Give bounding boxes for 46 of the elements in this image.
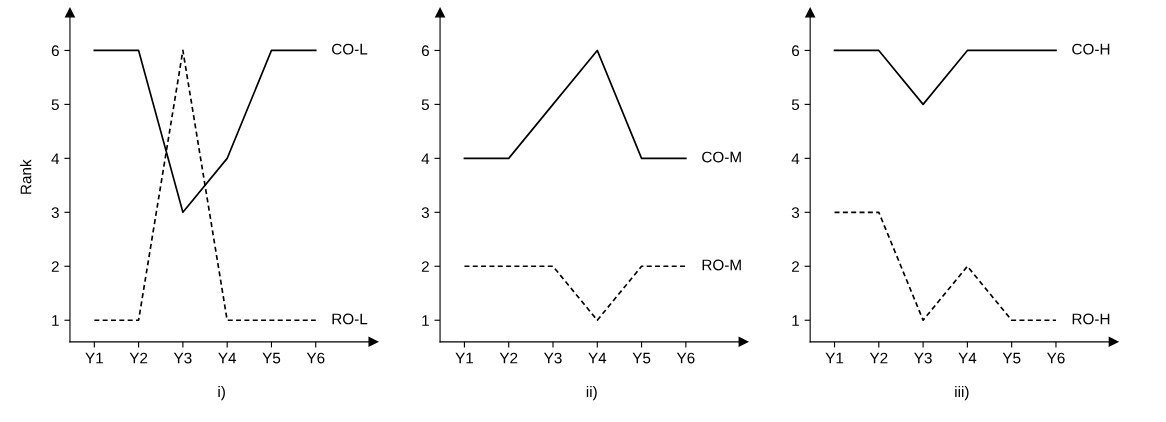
y-tick-label: 1 [422, 315, 429, 326]
y-tick-label: 2 [421, 261, 429, 272]
x-tick-label: Y4 [958, 352, 977, 364]
y-tick-label: 5 [421, 99, 430, 111]
y-tick-label: 2 [792, 261, 799, 272]
y-tick-label: 3 [51, 207, 59, 218]
y-tick-label: 6 [792, 45, 800, 57]
x-tick-label: Y5 [262, 352, 281, 364]
y-tick-label: 1 [52, 315, 59, 326]
x-tick-label: Y3 [914, 352, 932, 364]
y-axis-title: Rank [20, 159, 32, 194]
x-tick-label: Y1 [455, 352, 474, 364]
y-tick-label: 3 [791, 207, 800, 218]
y-tick-label: 3 [421, 207, 429, 218]
series-label: RO-M [702, 259, 741, 271]
x-tick-label: Y4 [218, 352, 237, 364]
y-tick-label: 4 [791, 153, 800, 164]
y-tick-label: 5 [51, 99, 59, 111]
x-axis-title: iii) [955, 385, 969, 401]
series-label: CO-M [702, 151, 741, 163]
x-tick-label: Y4 [588, 352, 607, 364]
series-label: CO-H [1072, 43, 1110, 55]
y-tick-label: 4 [51, 153, 60, 164]
y-tick-label: 6 [421, 45, 429, 57]
series-label: RO-L [332, 313, 368, 325]
x-tick-label: Y6 [306, 352, 325, 364]
x-axis-title: i) [218, 385, 225, 401]
x-tick-label: Y1 [85, 352, 103, 364]
y-tick-label: 1 [792, 315, 800, 326]
y-tick-label: 4 [421, 153, 430, 164]
y-tick-label: 5 [791, 99, 800, 111]
x-tick-label: Y2 [499, 352, 518, 364]
x-tick-label: Y3 [543, 352, 562, 364]
x-tick-label: Y3 [173, 352, 192, 364]
x-axis-title: ii) [586, 385, 597, 401]
x-tick-label: Y2 [869, 352, 888, 364]
y-tick-label: 6 [51, 45, 59, 57]
x-tick-label: Y5 [632, 352, 651, 364]
x-tick-label: Y6 [676, 352, 695, 364]
x-tick-label: Y6 [1046, 352, 1065, 364]
series-label: RO-H [1072, 313, 1110, 325]
x-tick-label: Y1 [825, 352, 844, 364]
y-tick-label: 2 [51, 261, 59, 272]
x-tick-label: Y2 [129, 352, 148, 364]
series-label: CO-L [332, 43, 368, 55]
x-tick-label: Y5 [1002, 352, 1021, 364]
